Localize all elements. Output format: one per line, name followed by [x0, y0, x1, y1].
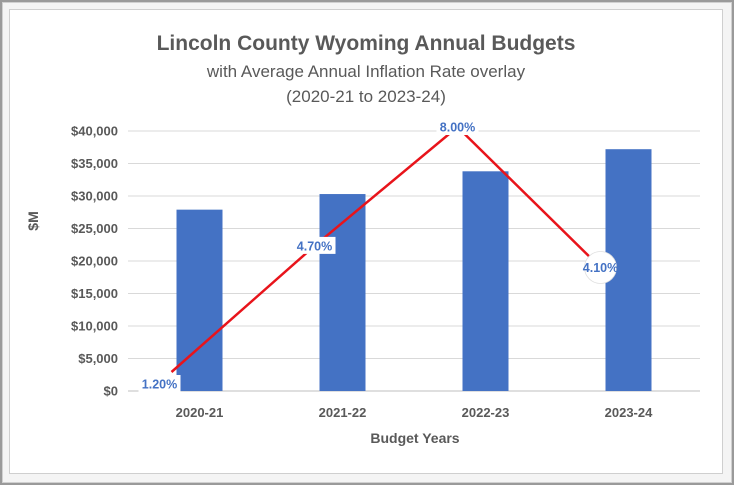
bar-2021-22	[319, 194, 366, 391]
y-axis-ticks: $0 $5,000 $10,000 $15,000 $20,000 $25,000 $30,…	[71, 124, 118, 399]
x-tick-label: 2023-24	[605, 405, 653, 420]
x-tick-label: 2022-23	[462, 405, 510, 420]
inflation-line-series	[170, 125, 602, 373]
chart-subtitle-line-1: with Average Annual Inflation Rate overl…	[206, 62, 526, 81]
y-axis-title: $M	[25, 211, 41, 230]
bar-2022-23	[462, 171, 509, 391]
data-label-background	[293, 236, 336, 254]
x-axis-ticks: 2020-21 2021-22 2022-23 2023-24	[176, 405, 653, 420]
bar-2020-21	[176, 209, 223, 391]
y-tick-label: $40,000	[71, 124, 118, 139]
y-tick-label: $30,000	[71, 189, 118, 204]
inflation-data-label: 8.00%	[440, 121, 475, 135]
y-tick-label: $20,000	[71, 254, 118, 269]
data-label-marker	[584, 251, 617, 284]
data-label-background	[436, 118, 479, 135]
chart-title: Lincoln County Wyoming Annual Budgets	[157, 32, 576, 55]
y-tick-label: $15,000	[71, 286, 118, 301]
inflation-data-label: 4.70%	[297, 239, 332, 253]
y-tick-label: $10,000	[71, 319, 118, 334]
chart-panel	[9, 9, 723, 474]
inflation-data-label: 1.20%	[142, 378, 177, 392]
y-tick-label: $35,000	[71, 156, 118, 171]
inflation-line	[170, 125, 602, 373]
x-tick-label: 2021-22	[319, 405, 367, 420]
x-axis-title: Budget Years	[370, 430, 459, 446]
bar-series	[176, 149, 652, 391]
y-tick-label: $0	[104, 384, 118, 399]
data-label-background	[138, 375, 181, 392]
x-tick-label: 2020-21	[176, 405, 224, 420]
inflation-data-labels: 1.20% 4.70% 8.00% 4.10%	[138, 118, 618, 392]
y-tick-label: $25,000	[71, 221, 118, 236]
y-tick-label: $5,000	[78, 351, 118, 366]
chart-subtitle-line-2: (2020-21 to 2023-24)	[286, 87, 446, 106]
inflation-data-label: 4.10%	[583, 261, 618, 275]
